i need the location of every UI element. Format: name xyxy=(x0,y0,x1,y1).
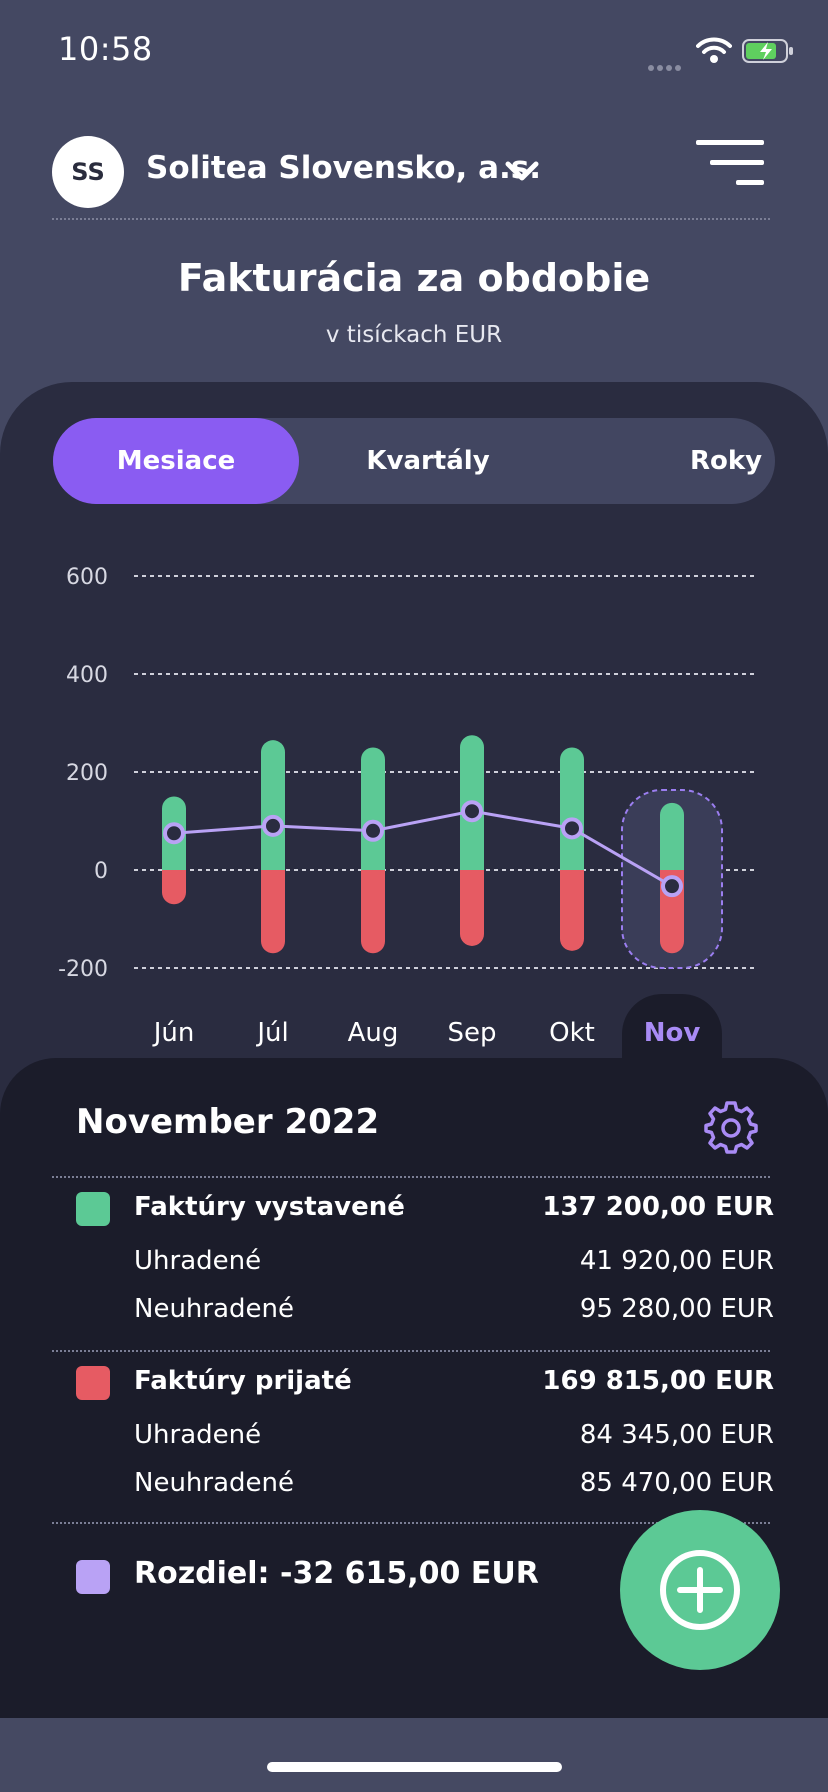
page-subtitle: v tisíckach EUR xyxy=(325,322,503,348)
wifi-icon xyxy=(696,36,732,64)
month-tab-1[interactable]: Júl xyxy=(257,1018,289,1048)
home-indicator[interactable] xyxy=(267,1762,562,1772)
month-tab-4[interactable]: Okt xyxy=(549,1018,595,1048)
received-label: Faktúry prijaté xyxy=(134,1366,352,1396)
invoicing-chart: 600 400 200 0 -200 xyxy=(58,565,758,982)
tab-months[interactable]: Mesiace xyxy=(53,418,299,504)
add-invoice-button[interactable] xyxy=(620,1510,780,1670)
received-legend-swatch xyxy=(76,1366,110,1400)
header-divider xyxy=(52,218,770,220)
details-divider xyxy=(52,1522,770,1524)
received-bar xyxy=(162,870,186,905)
received-total: 169 815,00 EUR xyxy=(542,1366,774,1396)
received-paid-value: 84 345,00 EUR xyxy=(579,1420,774,1450)
tab-quarters[interactable]: Kvartály xyxy=(366,446,490,476)
month-tab-0[interactable]: Jún xyxy=(153,1018,195,1048)
month-tab-5[interactable]: Nov xyxy=(643,1018,701,1048)
issued-unpaid-value: 95 280,00 EUR xyxy=(579,1294,774,1324)
plus-circle-icon xyxy=(660,1550,740,1630)
selected-month-tab xyxy=(622,994,722,1064)
y-tick-label: -200 xyxy=(58,957,108,982)
received-paid-label: Uhradené xyxy=(134,1420,262,1450)
y-tick-label: 200 xyxy=(66,761,108,786)
gear-icon[interactable] xyxy=(704,1100,758,1154)
difference-point xyxy=(661,875,683,898)
issued-legend-swatch xyxy=(76,1192,110,1226)
difference-point xyxy=(362,819,384,842)
page-title: Fakturácia za obdobie xyxy=(177,256,651,300)
y-tick-label: 600 xyxy=(66,565,108,590)
issued-total: 137 200,00 EUR xyxy=(542,1192,774,1222)
battery-icon xyxy=(742,38,794,64)
status-time: 10:58 xyxy=(58,30,153,68)
y-tick-label: 0 xyxy=(94,859,108,884)
difference-legend-swatch xyxy=(76,1560,110,1594)
difference-point xyxy=(262,814,284,837)
received-unpaid-value: 85 470,00 EUR xyxy=(579,1468,774,1498)
month-tab-3[interactable]: Sep xyxy=(447,1018,497,1048)
chevron-down-icon[interactable] xyxy=(504,156,540,186)
difference-point xyxy=(163,822,185,845)
signal-icon xyxy=(648,56,688,71)
details-divider xyxy=(52,1176,770,1178)
issued-label: Faktúry vystavené xyxy=(134,1192,405,1222)
difference-line xyxy=(173,809,673,888)
tab-years[interactable]: Roky xyxy=(689,446,763,476)
difference-point xyxy=(461,800,483,823)
issued-bar xyxy=(261,740,285,870)
details-divider xyxy=(52,1350,770,1352)
received-bar xyxy=(361,870,386,954)
issued-bar xyxy=(560,747,584,870)
difference-value: -32 615,00 EUR xyxy=(280,1556,539,1591)
received-unpaid-label: Neuhradené xyxy=(134,1468,294,1498)
issued-paid-label: Uhradené xyxy=(134,1246,262,1276)
issued-bar xyxy=(660,802,684,870)
issued-unpaid-label: Neuhradené xyxy=(134,1294,294,1324)
difference-label: Rozdiel: xyxy=(134,1556,270,1591)
company-name[interactable]: Solitea Slovensko, a.s. xyxy=(146,150,542,186)
received-bar xyxy=(261,870,285,954)
difference-point xyxy=(561,817,583,840)
received-bar xyxy=(560,870,584,951)
bottom-safe-area xyxy=(0,1718,828,1792)
issued-bar xyxy=(361,747,386,870)
avatar[interactable]: SS xyxy=(52,136,124,208)
filter-menu-icon[interactable] xyxy=(696,138,764,188)
period-segmented-control: Mesiace Kvartály Roky xyxy=(53,418,775,504)
selected-month-title: November 2022 xyxy=(76,1102,380,1142)
month-tab-2[interactable]: Aug xyxy=(347,1018,399,1048)
received-bar xyxy=(460,870,484,946)
issued-paid-value: 41 920,00 EUR xyxy=(579,1246,774,1276)
y-tick-label: 400 xyxy=(66,663,108,688)
